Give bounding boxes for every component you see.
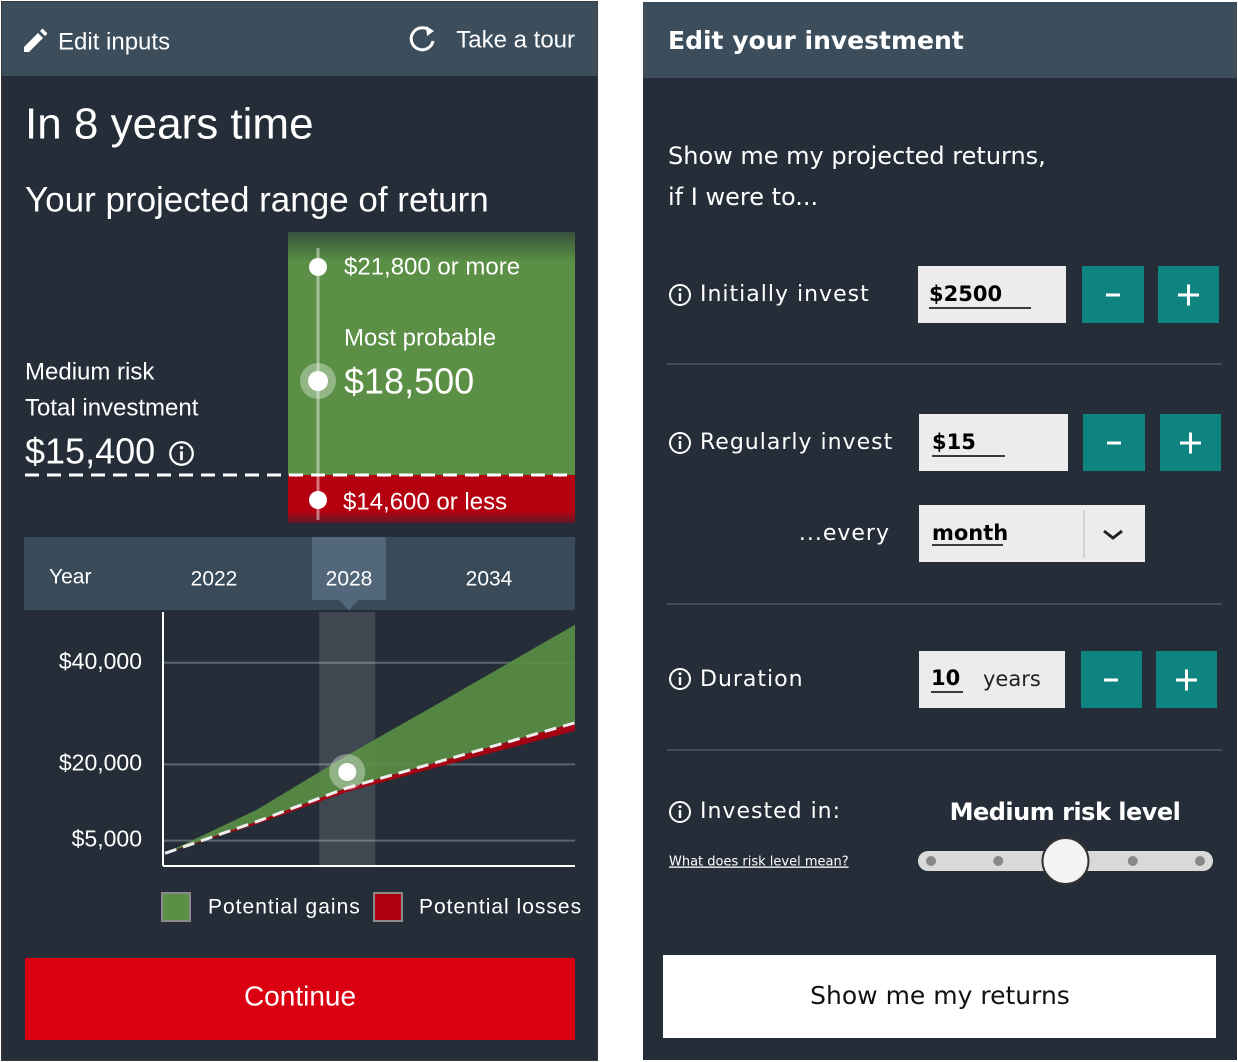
continue-label[interactable]: Continue bbox=[244, 980, 356, 1011]
header-bar bbox=[643, 2, 1237, 78]
year-highlight bbox=[312, 537, 386, 600]
year-label[interactable]: 2034 bbox=[466, 568, 513, 591]
input-box[interactable] bbox=[919, 651, 1065, 708]
input-value[interactable]: $2500 bbox=[929, 282, 1002, 306]
header-bar bbox=[2, 2, 597, 76]
field-label: Invested in: bbox=[700, 799, 841, 824]
range-probable-label: Most probable bbox=[344, 324, 496, 351]
range-probable: $18,500 bbox=[344, 361, 474, 402]
edit-inputs[interactable]: Edit inputs bbox=[58, 28, 170, 55]
year-strip bbox=[24, 537, 575, 610]
gain-range-box bbox=[288, 232, 575, 475]
intro-line: Show me my projected returns, bbox=[668, 142, 1046, 170]
every-label: ...every bbox=[799, 521, 890, 546]
legend-label: Potential losses bbox=[419, 896, 582, 919]
submit-label[interactable]: Show me my returns bbox=[810, 981, 1070, 1010]
loss-range-box bbox=[288, 475, 575, 523]
range-low: $14,600 or less bbox=[343, 488, 507, 515]
range-high: $21,800 or more bbox=[344, 253, 520, 280]
form-title: Edit your investment bbox=[668, 26, 964, 55]
year-label: Year bbox=[49, 566, 91, 589]
highlight-point bbox=[338, 763, 357, 782]
year-selection bbox=[312, 537, 386, 610]
input-value[interactable]: 10 bbox=[931, 666, 960, 690]
input-box[interactable] bbox=[918, 266, 1066, 323]
risk-level: Medium risk level bbox=[950, 798, 1181, 826]
intro-line: if I were to... bbox=[668, 183, 818, 211]
chart: $40,000 $20,000 $5,000 bbox=[59, 612, 576, 867]
headline: In 8 years time bbox=[25, 100, 314, 149]
losses-area bbox=[165, 722, 575, 854]
field-label: Regularly invest bbox=[700, 430, 893, 455]
y-tick-label: $40,000 bbox=[59, 648, 142, 674]
risk-slider[interactable] bbox=[926, 837, 1205, 885]
year-label[interactable]: 2022 bbox=[191, 568, 238, 591]
legend-swatch bbox=[373, 892, 403, 922]
period-value[interactable]: month bbox=[932, 521, 1008, 545]
year-label[interactable]: 2028 bbox=[326, 568, 373, 591]
risk-help-link[interactable]: What does risk level mean? bbox=[669, 855, 849, 870]
legend-swatch bbox=[161, 892, 191, 922]
field-label: Initially invest bbox=[700, 282, 870, 307]
gains-area bbox=[165, 624, 575, 854]
submit-button[interactable] bbox=[663, 955, 1216, 1038]
input-value[interactable]: $15 bbox=[932, 430, 976, 454]
plus-icon bbox=[1176, 669, 1197, 691]
legend-label: Potential gains bbox=[208, 896, 361, 919]
subtitle: Your projected range of return bbox=[25, 180, 489, 219]
range-dot bbox=[309, 258, 327, 276]
y-tick-label: $5,000 bbox=[72, 826, 142, 852]
total-value: $15,400 bbox=[25, 431, 155, 472]
plus-icon bbox=[1180, 432, 1201, 454]
slider-knob[interactable] bbox=[1041, 837, 1090, 885]
field-label: Duration bbox=[700, 667, 804, 692]
year-pointer bbox=[339, 600, 359, 610]
total-label: Total investment bbox=[25, 394, 199, 421]
risk-label: Medium risk bbox=[25, 358, 155, 385]
pencil-icon[interactable] bbox=[24, 28, 48, 53]
slider-step[interactable] bbox=[1127, 856, 1138, 866]
slider-step[interactable] bbox=[993, 856, 1004, 866]
legend: Potential gains Potential losses bbox=[161, 892, 582, 922]
range-dot bbox=[308, 371, 328, 391]
slider-step[interactable] bbox=[1195, 856, 1205, 866]
continue-button[interactable] bbox=[25, 958, 575, 1040]
refresh-icon[interactable] bbox=[409, 26, 435, 52]
panel-bg bbox=[1, 1, 598, 1061]
y-tick-label: $20,000 bbox=[59, 749, 142, 775]
selected-year-band bbox=[319, 612, 376, 866]
projection-panel: Edit inputs Take a tour In 8 years time … bbox=[1, 1, 598, 1061]
invested-line bbox=[164, 721, 576, 855]
plus-icon bbox=[1178, 284, 1199, 306]
form-panel: Edit your investment Show me my projecte… bbox=[643, 2, 1237, 1060]
chevron-icon[interactable] bbox=[1103, 529, 1123, 540]
range-dot bbox=[309, 491, 327, 509]
take-tour[interactable]: Take a tour bbox=[456, 26, 575, 53]
input-unit: years bbox=[983, 667, 1041, 691]
input-box[interactable] bbox=[919, 414, 1068, 471]
slider-step[interactable] bbox=[926, 856, 936, 866]
